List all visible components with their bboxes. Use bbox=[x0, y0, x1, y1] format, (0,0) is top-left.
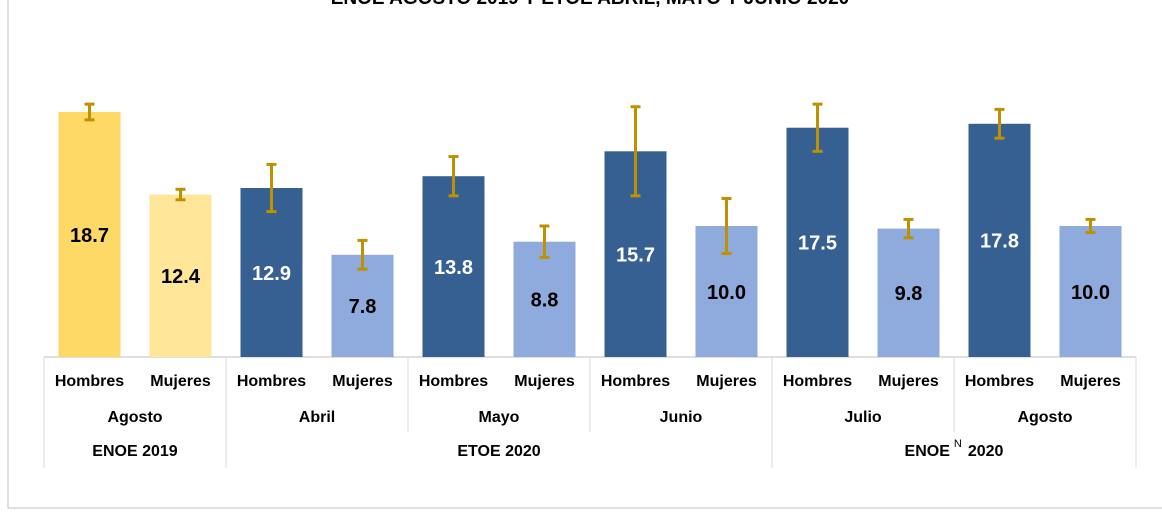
value-label: 9.8 bbox=[895, 283, 923, 305]
group-name: ENOE bbox=[905, 443, 951, 460]
bar bbox=[240, 187, 303, 357]
bar bbox=[877, 228, 940, 357]
group-suffix: 2020 bbox=[968, 443, 1004, 460]
bar bbox=[968, 123, 1031, 357]
error-bar bbox=[721, 196, 732, 255]
group-label: ENOE N 2020 bbox=[905, 438, 1004, 460]
value-label: 13.8 bbox=[434, 257, 473, 279]
error-bar bbox=[1085, 217, 1096, 235]
bar bbox=[1059, 225, 1122, 357]
category-label: Hombres bbox=[55, 373, 124, 390]
error-bar bbox=[539, 224, 550, 259]
bar bbox=[58, 112, 121, 357]
bar bbox=[786, 127, 849, 357]
error-bar bbox=[448, 155, 459, 198]
month-label: Junio bbox=[660, 409, 703, 426]
value-label: 7.8 bbox=[349, 296, 377, 318]
value-label: 17.5 bbox=[798, 233, 837, 255]
month-label: Mayo bbox=[479, 409, 520, 426]
category-label: Hombres bbox=[965, 373, 1034, 390]
category-label: Hombres bbox=[601, 373, 670, 390]
value-label: 10.0 bbox=[1071, 282, 1110, 304]
month-label: Julio bbox=[844, 409, 882, 426]
group-name: ENOE 2019 bbox=[92, 443, 177, 460]
category-label: Mujeres bbox=[514, 373, 575, 390]
value-label: 10.0 bbox=[707, 282, 746, 304]
chart-title: ENOE AGOSTO 2019 Y ETOE ABRIL, MAYO Y JU… bbox=[331, 0, 849, 9]
month-label: Agosto bbox=[107, 409, 162, 426]
bar bbox=[149, 194, 212, 357]
error-bar bbox=[630, 105, 641, 198]
error-bar bbox=[84, 102, 95, 122]
category-label: Mujeres bbox=[696, 373, 757, 390]
value-label: 17.8 bbox=[980, 231, 1019, 253]
month-label: Abril bbox=[299, 409, 335, 426]
group-superscript: N bbox=[954, 438, 962, 450]
error-bar bbox=[994, 107, 1005, 140]
error-bar bbox=[266, 162, 277, 214]
month-label: Agosto bbox=[1017, 409, 1072, 426]
category-label: Hombres bbox=[237, 373, 306, 390]
category-label: Mujeres bbox=[150, 373, 211, 390]
category-label: Mujeres bbox=[878, 373, 939, 390]
chart-frame bbox=[7, 0, 1162, 509]
value-label: 18.7 bbox=[70, 225, 109, 247]
group-label: ENOE 2019 bbox=[92, 443, 177, 460]
group-name: ETOE 2020 bbox=[457, 443, 540, 460]
bar bbox=[331, 254, 394, 357]
value-label: 12.4 bbox=[161, 266, 201, 288]
error-bar bbox=[357, 238, 368, 271]
category-label: Mujeres bbox=[1060, 373, 1121, 390]
category-label: Mujeres bbox=[332, 373, 393, 390]
bar bbox=[513, 241, 576, 357]
category-label: Hombres bbox=[783, 373, 852, 390]
category-label: Hombres bbox=[419, 373, 488, 390]
value-label: 8.8 bbox=[531, 290, 559, 312]
error-bar bbox=[175, 187, 186, 202]
error-bar bbox=[903, 217, 914, 240]
value-label: 15.7 bbox=[616, 244, 655, 266]
bar bbox=[422, 176, 485, 357]
value-label: 12.9 bbox=[252, 263, 291, 285]
group-label: ETOE 2020 bbox=[457, 443, 540, 460]
error-bar bbox=[812, 102, 823, 153]
